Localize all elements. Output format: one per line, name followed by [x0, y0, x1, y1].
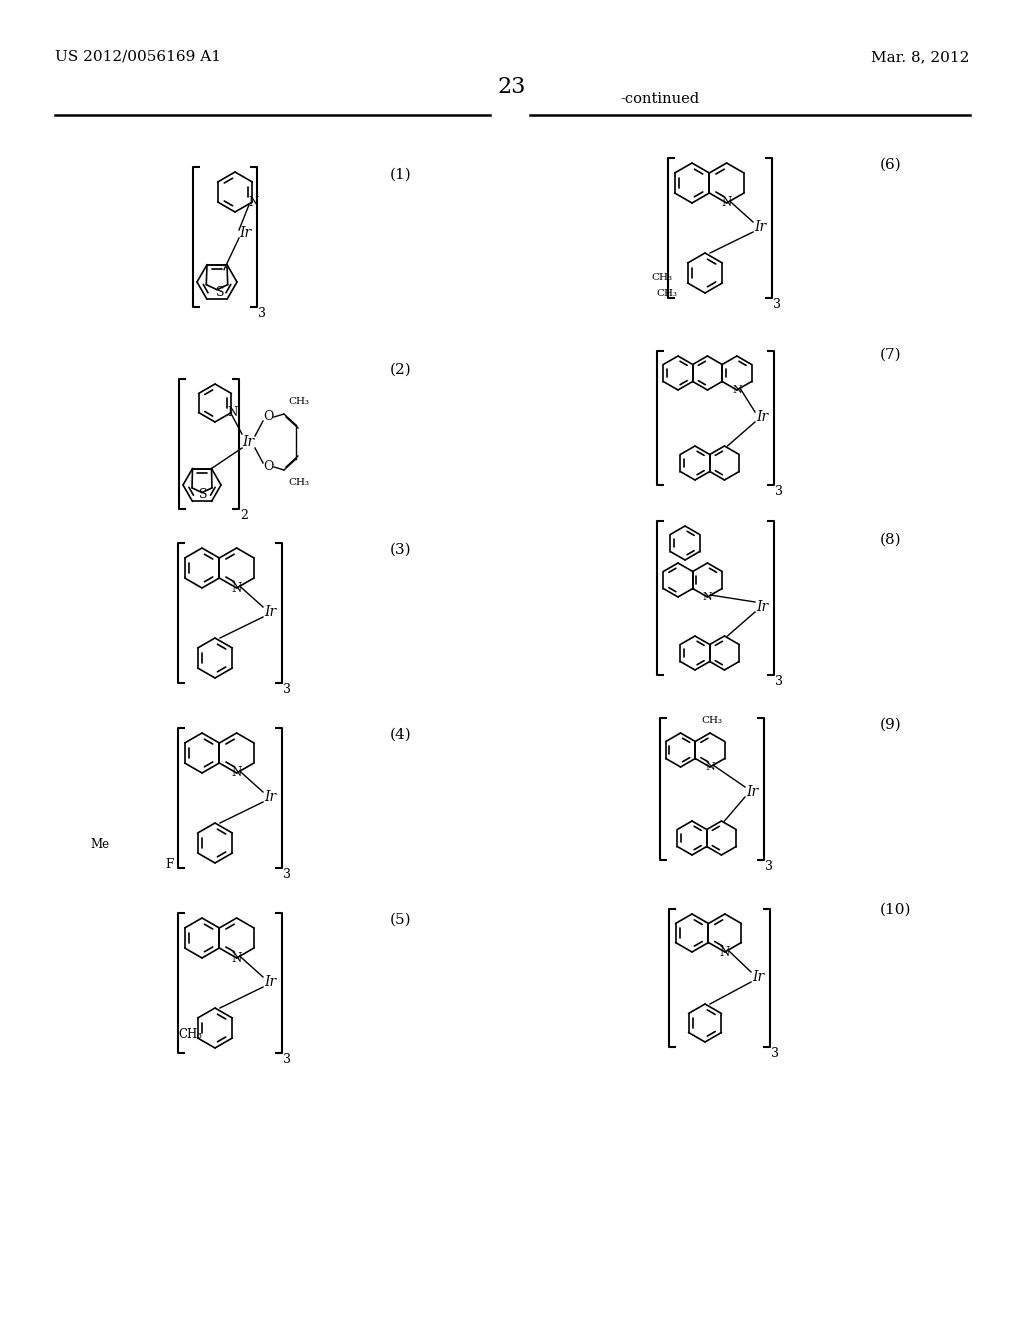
Text: O: O	[263, 411, 273, 424]
Text: S: S	[199, 488, 207, 502]
Text: (3): (3)	[390, 543, 412, 557]
Text: N: N	[231, 952, 242, 965]
Text: N: N	[248, 195, 258, 209]
Text: (6): (6)	[880, 158, 902, 172]
Text: (2): (2)	[390, 363, 412, 378]
Text: Ir: Ir	[242, 436, 254, 449]
Text: N: N	[732, 385, 741, 395]
Text: N: N	[227, 407, 238, 418]
Text: Ir: Ir	[756, 411, 768, 424]
Text: (5): (5)	[390, 913, 412, 927]
Text: O: O	[263, 461, 273, 474]
Text: (8): (8)	[880, 533, 901, 546]
Text: CH₃: CH₃	[288, 397, 309, 407]
Text: Ir: Ir	[264, 975, 276, 989]
Text: US 2012/0056169 A1: US 2012/0056169 A1	[55, 50, 221, 63]
Text: Ir: Ir	[754, 220, 766, 234]
Text: CH₃: CH₃	[656, 289, 677, 298]
Text: Me: Me	[90, 838, 110, 851]
Text: N: N	[231, 582, 242, 594]
Text: 2: 2	[241, 510, 249, 521]
Text: 3: 3	[771, 1047, 779, 1060]
Text: CH₃: CH₃	[651, 273, 673, 282]
Text: 3: 3	[773, 298, 781, 312]
Text: (7): (7)	[880, 348, 901, 362]
Text: (1): (1)	[390, 168, 412, 182]
Text: N: N	[720, 945, 730, 958]
Text: 3: 3	[283, 1053, 291, 1067]
Text: Mar. 8, 2012: Mar. 8, 2012	[870, 50, 969, 63]
Text: 3: 3	[775, 484, 783, 498]
Text: N: N	[722, 197, 732, 210]
Text: (10): (10)	[880, 903, 911, 917]
Text: 3: 3	[283, 869, 291, 880]
Text: 23: 23	[498, 77, 526, 98]
Text: N: N	[231, 767, 242, 780]
Text: CH₃: CH₃	[701, 715, 723, 725]
Text: Ir: Ir	[752, 970, 764, 983]
Text: (9): (9)	[880, 718, 902, 733]
Text: -continued: -continued	[621, 92, 699, 106]
Text: Ir: Ir	[756, 601, 768, 614]
Text: Ir: Ir	[264, 605, 276, 619]
Text: (4): (4)	[390, 729, 412, 742]
Text: N: N	[702, 591, 713, 602]
Text: F: F	[165, 858, 173, 871]
Text: 3: 3	[775, 675, 783, 688]
Text: Ir: Ir	[264, 789, 276, 804]
Text: S: S	[216, 286, 224, 300]
Text: CH₃: CH₃	[178, 1028, 202, 1041]
Text: Ir: Ir	[239, 226, 251, 240]
Text: 3: 3	[258, 308, 266, 319]
Text: 3: 3	[765, 861, 773, 873]
Text: 3: 3	[283, 682, 291, 696]
Text: Ir: Ir	[745, 785, 758, 799]
Text: CH₃: CH₃	[288, 478, 309, 487]
Text: N: N	[706, 762, 715, 772]
